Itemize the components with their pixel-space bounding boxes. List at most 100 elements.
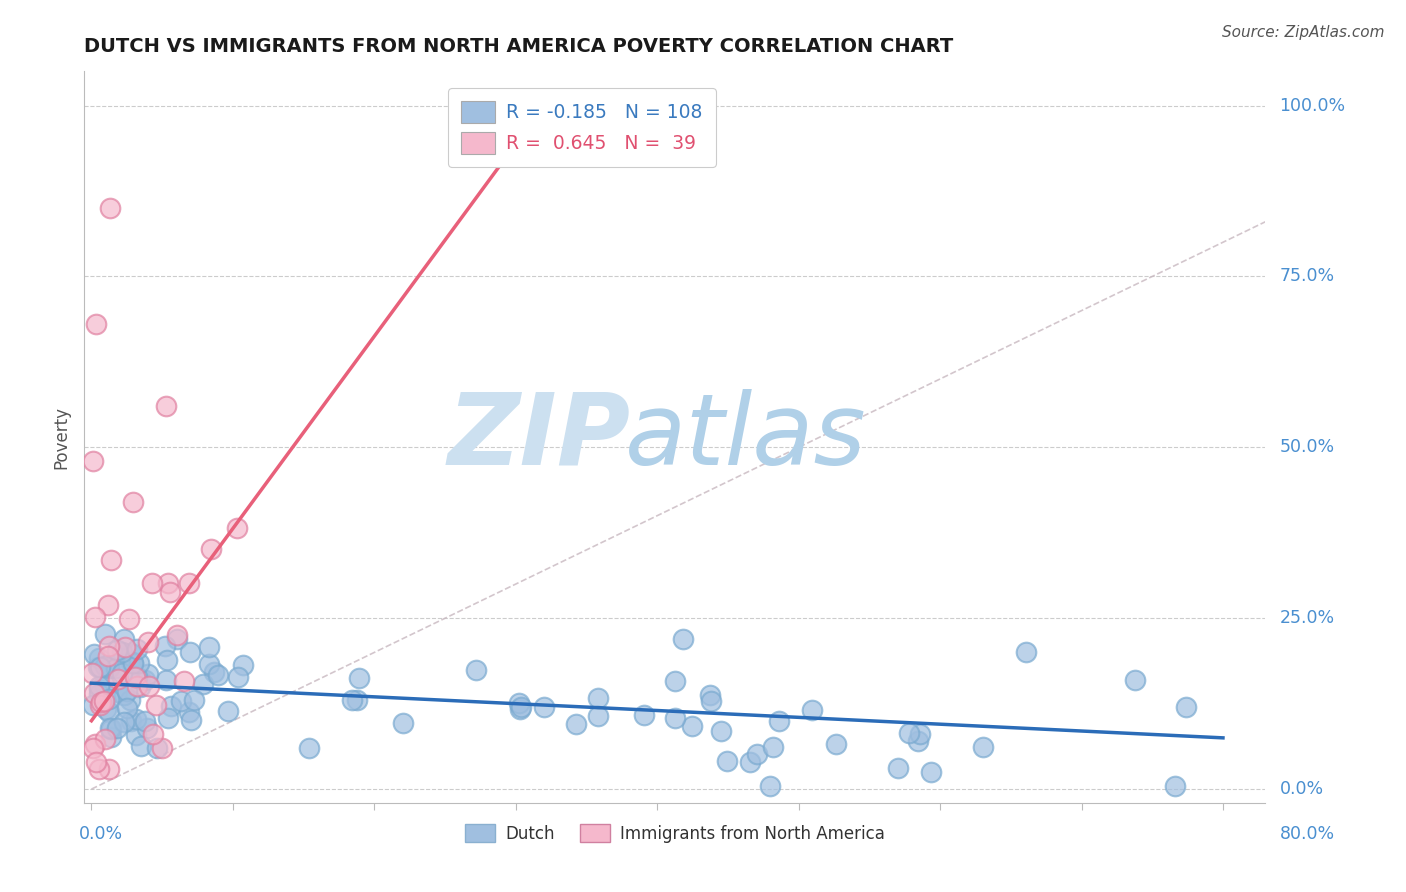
Point [588,691,610,706]
Point [120,693,142,707]
Point [136,635,159,649]
Point [98,639,121,653]
Point [716,754,738,768]
Point [198,657,221,671]
Point [82,454,104,468]
Point [121,495,143,509]
Text: 0.0%: 0.0% [1279,780,1323,798]
Point [136,666,159,681]
Point [800,703,823,717]
Point [87,762,110,776]
Point [177,576,200,591]
Text: 75.0%: 75.0% [1279,268,1334,285]
Point [347,671,370,685]
Point [153,639,176,653]
Point [972,739,994,754]
Point [100,552,122,566]
Point [681,718,703,732]
Point [173,673,195,688]
Point [217,704,239,718]
Point [762,740,785,755]
Point [97,598,120,612]
Point [97,692,120,706]
Point [138,680,160,694]
Point [710,724,733,739]
Point [159,585,181,599]
Point [699,694,721,708]
Point [510,699,533,714]
Point [298,740,321,755]
Point [125,712,148,726]
Point [84,755,107,769]
Point [226,670,249,684]
Point [94,627,117,641]
Text: ZIP: ZIP [447,389,630,485]
Point [97,762,120,776]
Point [107,673,129,687]
Point [128,656,150,670]
Point [200,541,222,556]
Point [152,741,174,756]
Point [90,695,112,709]
Point [89,687,111,701]
Point [82,740,104,755]
Point [141,575,163,590]
Text: 80.0%: 80.0% [1279,825,1334,843]
Point [179,645,201,659]
Point [83,609,105,624]
Point [97,705,120,719]
Point [157,576,180,591]
Point [125,680,148,694]
Point [156,653,179,667]
Point [105,642,128,657]
Point [232,658,254,673]
Point [93,677,115,691]
Point [98,661,121,675]
Point [166,628,188,642]
Text: Source: ZipAtlas.com: Source: ZipAtlas.com [1222,25,1385,40]
Point [87,651,110,665]
Point [82,665,104,680]
Text: 100.0%: 100.0% [1279,96,1346,114]
Point [225,521,247,535]
Point [120,646,142,660]
Point [346,693,368,707]
Point [910,727,932,741]
Point [121,657,143,671]
Point [1123,673,1146,687]
Point [87,659,110,673]
Point [121,656,143,670]
Point [127,641,149,656]
Point [160,698,183,713]
Point [84,737,107,751]
Legend: Dutch, Immigrants from North America: Dutch, Immigrants from North America [458,818,891,849]
Point [114,640,136,655]
Point [509,702,531,716]
Point [1015,645,1038,659]
Point [1164,779,1187,793]
Point [920,764,942,779]
Point [179,706,201,720]
Point [508,696,530,710]
Point [142,727,165,741]
Point [124,670,146,684]
Point [134,673,156,687]
Point [118,612,141,626]
Point [129,680,152,694]
Point [136,721,159,735]
Point [886,761,908,775]
Point [392,716,415,731]
Point [111,645,134,659]
Point [112,688,135,702]
Point [89,660,111,674]
Point [155,673,177,687]
Point [533,700,555,714]
Point [664,710,686,724]
Point [82,698,104,712]
Point [118,654,141,668]
Point [745,747,768,762]
Point [699,688,721,702]
Point [342,693,364,707]
Point [127,670,149,684]
Text: 0.0%: 0.0% [79,825,122,843]
